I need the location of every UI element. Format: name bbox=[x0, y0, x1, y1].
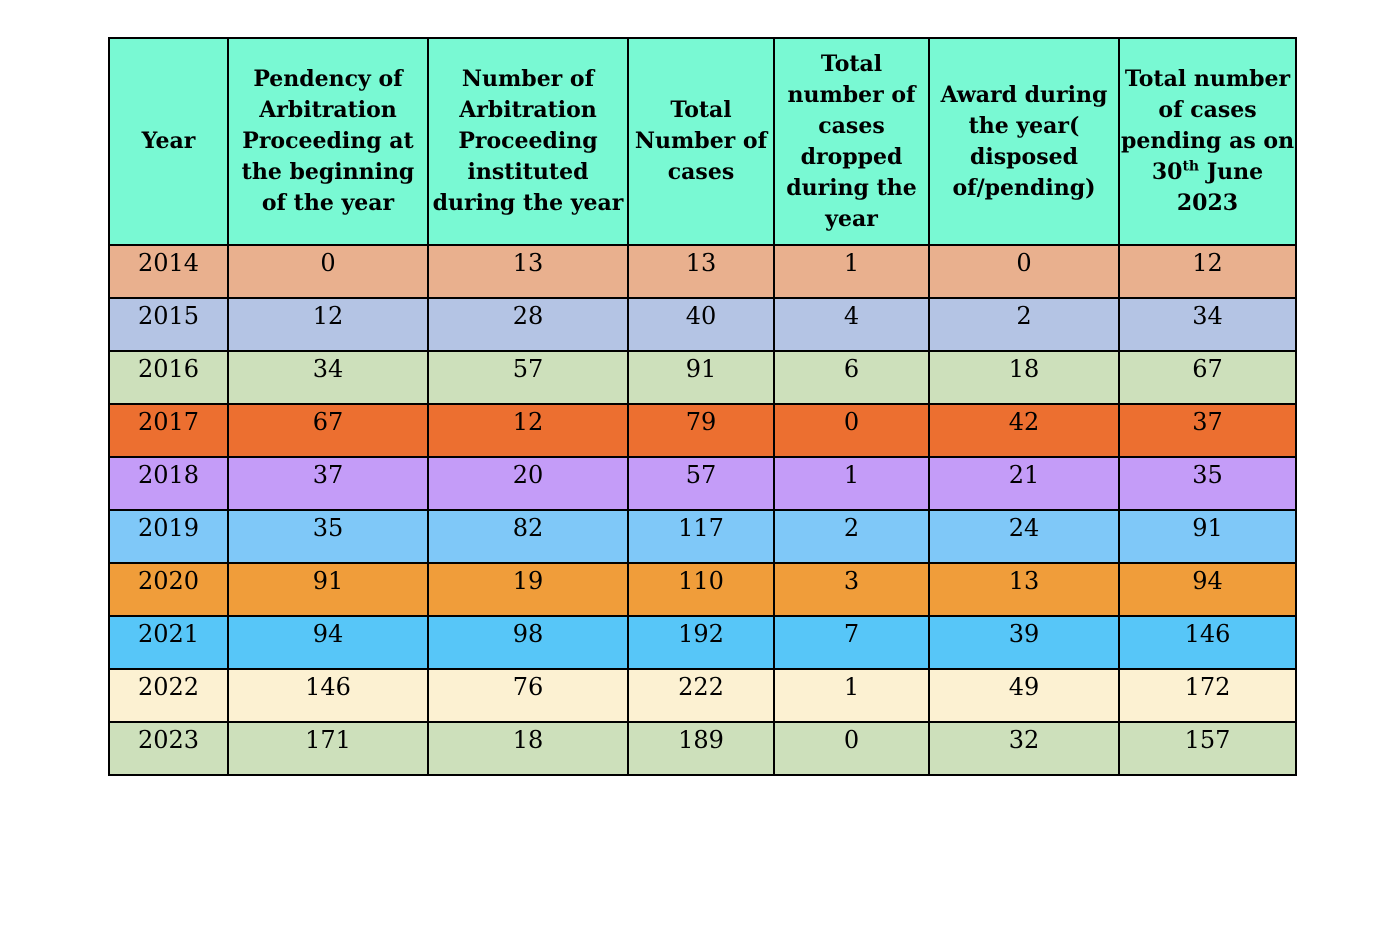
value-cell: 28 bbox=[427, 297, 629, 352]
header-superscript: th bbox=[1182, 158, 1200, 175]
value-cell: 32 bbox=[928, 721, 1120, 776]
header-cell: Year bbox=[108, 37, 229, 246]
value-cell: 21 bbox=[928, 456, 1120, 511]
value-cell: 4 bbox=[773, 297, 930, 352]
value-cell: 42 bbox=[928, 403, 1120, 458]
value-cell: 2 bbox=[773, 509, 930, 564]
table-row: 2015 12 28 40 4 2 34 bbox=[108, 297, 1297, 352]
value-cell: 157 bbox=[1118, 721, 1297, 776]
table-row: 2020 91 19 110 3 13 94 bbox=[108, 562, 1297, 617]
value-cell: 91 bbox=[627, 350, 775, 405]
table-row: 2019 35 82 117 2 24 91 bbox=[108, 509, 1297, 564]
header-cell: Pendency of Arbitration Proceeding at th… bbox=[227, 37, 429, 246]
value-cell: 34 bbox=[227, 350, 429, 405]
value-cell: 79 bbox=[627, 403, 775, 458]
value-cell: 0 bbox=[928, 244, 1120, 299]
value-cell: 13 bbox=[427, 244, 629, 299]
value-cell: 1 bbox=[773, 456, 930, 511]
value-cell: 6 bbox=[773, 350, 930, 405]
value-cell: 0 bbox=[773, 403, 930, 458]
value-cell: 39 bbox=[928, 615, 1120, 670]
header-cell: Total Number of cases bbox=[627, 37, 775, 246]
value-cell: 12 bbox=[427, 403, 629, 458]
header-cell: Number of Arbitration Proceeding institu… bbox=[427, 37, 629, 246]
value-cell: 37 bbox=[227, 456, 429, 511]
table-row: 2016 34 57 91 6 18 67 bbox=[108, 350, 1297, 405]
value-cell: 146 bbox=[1118, 615, 1297, 670]
table-row: 2021 94 98 192 7 39 146 bbox=[108, 615, 1297, 670]
value-cell: 171 bbox=[227, 721, 429, 776]
year-cell: 2023 bbox=[108, 721, 229, 776]
value-cell: 91 bbox=[227, 562, 429, 617]
year-cell: 2017 bbox=[108, 403, 229, 458]
value-cell: 20 bbox=[427, 456, 629, 511]
value-cell: 82 bbox=[427, 509, 629, 564]
value-cell: 40 bbox=[627, 297, 775, 352]
value-cell: 189 bbox=[627, 721, 775, 776]
value-cell: 76 bbox=[427, 668, 629, 723]
value-cell: 0 bbox=[773, 721, 930, 776]
value-cell: 12 bbox=[1118, 244, 1297, 299]
value-cell: 94 bbox=[1118, 562, 1297, 617]
value-cell: 91 bbox=[1118, 509, 1297, 564]
value-cell: 7 bbox=[773, 615, 930, 670]
year-cell: 2022 bbox=[108, 668, 229, 723]
value-cell: 13 bbox=[928, 562, 1120, 617]
value-cell: 117 bbox=[627, 509, 775, 564]
header-cell: Total number of cases dropped during the… bbox=[773, 37, 930, 246]
table-row: 2014 0 13 13 1 0 12 bbox=[108, 244, 1297, 299]
arbitration-table: Year Pendency of Arbitration Proceeding a… bbox=[108, 37, 1297, 776]
value-cell: 110 bbox=[627, 562, 775, 617]
year-cell: 2020 bbox=[108, 562, 229, 617]
value-cell: 67 bbox=[227, 403, 429, 458]
value-cell: 35 bbox=[1118, 456, 1297, 511]
table-body: 2014 0 13 13 1 0 12 2015 12 28 40 4 2 34 2016 34 57 91 6 18… bbox=[108, 244, 1297, 776]
value-cell: 1 bbox=[773, 668, 930, 723]
value-cell: 13 bbox=[627, 244, 775, 299]
year-cell: 2018 bbox=[108, 456, 229, 511]
table-row: 2018 37 20 57 1 21 35 bbox=[108, 456, 1297, 511]
value-cell: 19 bbox=[427, 562, 629, 617]
value-cell: 57 bbox=[427, 350, 629, 405]
header-row: Year Pendency of Arbitration Proceeding a… bbox=[108, 37, 1297, 246]
value-cell: 24 bbox=[928, 509, 1120, 564]
value-cell: 67 bbox=[1118, 350, 1297, 405]
value-cell: 98 bbox=[427, 615, 629, 670]
header-text: June 2023 bbox=[1176, 159, 1264, 216]
header-cell: Total number of cases pending as on 30th… bbox=[1118, 37, 1297, 246]
value-cell: 37 bbox=[1118, 403, 1297, 458]
table-row: 2022 146 76 222 1 49 172 bbox=[108, 668, 1297, 723]
value-cell: 1 bbox=[773, 244, 930, 299]
value-cell: 57 bbox=[627, 456, 775, 511]
value-cell: 192 bbox=[627, 615, 775, 670]
value-cell: 0 bbox=[227, 244, 429, 299]
header-text: Total number of cases pending as on 30 bbox=[1120, 66, 1295, 185]
value-cell: 172 bbox=[1118, 668, 1297, 723]
value-cell: 222 bbox=[627, 668, 775, 723]
value-cell: 35 bbox=[227, 509, 429, 564]
value-cell: 12 bbox=[227, 297, 429, 352]
value-cell: 146 bbox=[227, 668, 429, 723]
year-cell: 2014 bbox=[108, 244, 229, 299]
value-cell: 34 bbox=[1118, 297, 1297, 352]
year-cell: 2019 bbox=[108, 509, 229, 564]
header-cell: Award during the year( disposed of/pendi… bbox=[928, 37, 1120, 246]
table-row: 2017 67 12 79 0 42 37 bbox=[108, 403, 1297, 458]
value-cell: 18 bbox=[427, 721, 629, 776]
year-cell: 2016 bbox=[108, 350, 229, 405]
value-cell: 3 bbox=[773, 562, 930, 617]
year-cell: 2015 bbox=[108, 297, 229, 352]
year-cell: 2021 bbox=[108, 615, 229, 670]
value-cell: 49 bbox=[928, 668, 1120, 723]
value-cell: 2 bbox=[928, 297, 1120, 352]
value-cell: 18 bbox=[928, 350, 1120, 405]
table-row: 2023 171 18 189 0 32 157 bbox=[108, 721, 1297, 776]
value-cell: 94 bbox=[227, 615, 429, 670]
